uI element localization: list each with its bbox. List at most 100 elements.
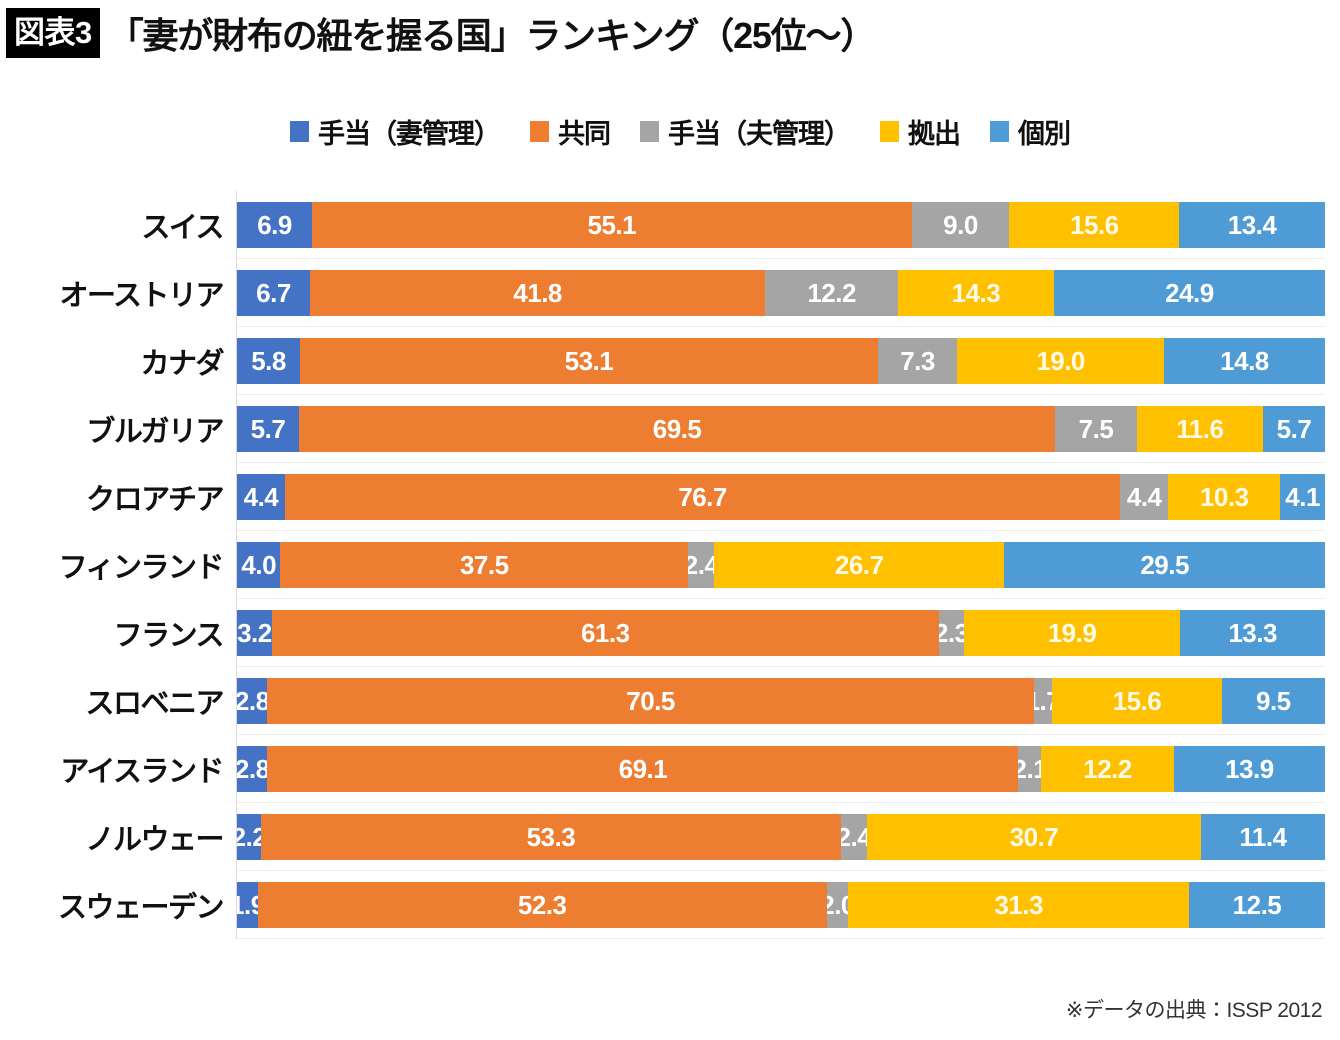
bar-segment[interactable]: 2.8 [237,746,268,792]
bar-segment[interactable]: 3.2 [237,610,272,656]
bar-segment[interactable]: 53.1 [300,338,878,384]
bar-segment[interactable]: 26.7 [714,542,1005,588]
bar-segment[interactable]: 2.1 [1018,746,1042,792]
bar-segment-value: 12.2 [807,277,856,308]
bar-segment[interactable]: 69.5 [299,406,1056,452]
legend-item-separate[interactable]: 個別 [990,112,1071,151]
bar-segment[interactable]: 15.6 [1009,202,1180,248]
bar-segment-value: 55.1 [587,209,637,240]
bar-segment-value: 69.5 [652,413,702,444]
bar-segment[interactable]: 1.7 [1033,678,1053,724]
legend-swatch-icon [990,121,1009,142]
bar-segment[interactable]: 11.4 [1200,814,1325,860]
bar-segment[interactable]: 12.2 [765,270,899,316]
bar-segment[interactable]: 13.3 [1180,610,1325,656]
category-label: クロアチア [86,484,224,516]
bar-segment[interactable]: 13.9 [1173,746,1325,792]
category-label: ブルガリア [86,416,224,448]
bar-segment-value: 11.4 [1239,821,1287,852]
bar-segment[interactable]: 30.7 [866,814,1201,860]
bar-segment[interactable]: 24.9 [1053,270,1325,316]
bar-segment[interactable]: 14.8 [1163,338,1325,384]
bar-segment[interactable]: 15.6 [1052,678,1222,724]
chart-row: オーストリア 6.7 41.8 12.2 14.3 24.9 [59,259,1325,327]
bar-segment[interactable]: 19.0 [957,338,1164,384]
bar-segment[interactable]: 5.8 [237,338,301,384]
bar-segment[interactable]: 2.4 [840,814,867,860]
bar-segment[interactable]: 4.1 [1280,474,1325,520]
chart-row: アイスランド 2.8 69.1 2.1 12.2 13.9 [60,735,1325,803]
bar-segment[interactable]: 70.5 [267,678,1034,724]
bar-segment[interactable]: 4.0 [237,542,281,588]
bar-segment[interactable]: 6.7 [237,270,310,316]
legend-item-joint[interactable]: 共同 [530,112,611,151]
bar-segment[interactable]: 19.9 [963,610,1181,656]
bar-segment[interactable]: 4.4 [1120,474,1169,520]
bar-segment[interactable]: 2.0 [826,882,849,928]
bar-segment-value: 4.4 [1126,481,1162,512]
bar-segment[interactable]: 2.2 [237,814,261,860]
bar-segment-value: 70.5 [626,685,675,716]
legend-item-label: 手当（妻管理） [318,119,501,149]
bar-segment[interactable]: 11.6 [1136,406,1263,452]
source-note: ※データの出典：ISSP 2012 [1065,999,1323,1022]
bar-segment-value: 2.4 [840,821,867,852]
bar-segment[interactable]: 13.4 [1179,202,1325,248]
bar-segment[interactable]: 7.5 [1055,406,1137,452]
bar-segment[interactable]: 10.3 [1168,474,1281,520]
category-label: スロベニア [85,688,224,720]
bar-segment-value: 12.5 [1232,889,1282,920]
bar-segment[interactable]: 9.0 [911,202,1010,248]
bar-segment[interactable]: 61.3 [271,610,939,656]
chart-row: フィンランド 4.0 37.5 2.4 26.7 29.5 [59,531,1325,599]
legend-item-allowance_husband[interactable]: 手当（夫管理） [640,112,851,151]
stacked-bar: 1.9 52.3 2.0 31.3 12.5 [237,882,1325,928]
bar-segment[interactable]: 69.1 [267,746,1019,792]
chart-row: スイス 6.9 55.1 9.0 15.6 13.4 [141,191,1325,259]
bar-segment-value: 61.3 [580,617,630,648]
legend-item-allowance_wife[interactable]: 手当（妻管理） [290,112,501,151]
bar-segment-value: 4.4 [243,481,279,512]
page-title: 図表3 「妻が財布の紐を握る国」ランキング（25位〜） [0,0,1340,58]
bar-segment[interactable]: 53.3 [260,814,841,860]
bar-segment-value: 15.6 [1112,685,1162,716]
bar-segment[interactable]: 9.5 [1221,678,1325,724]
bar-segment-value: 2.4 [688,549,715,580]
bar-segment[interactable]: 2.8 [237,678,268,724]
bar-segment[interactable]: 2.4 [688,542,715,588]
stacked-bar: 6.9 55.1 9.0 15.6 13.4 [237,202,1325,248]
bar-segment[interactable]: 12.5 [1188,882,1325,928]
bar-segment-value: 2.8 [237,685,268,716]
bar-segment-value: 1.9 [237,889,258,920]
bar-segment-value: 3.2 [237,617,272,648]
legend-item-label: 拠出 [908,119,961,149]
chart-area: スイス 6.9 55.1 9.0 15.6 13.4 オーストリア 6.7 41.8 12.2 14… [0,191,1340,939]
bar-segment[interactable]: 6.9 [237,202,313,248]
bar-segment-value: 2.8 [237,753,268,784]
bar-segment-value: 13.4 [1227,209,1277,240]
bar-segment[interactable]: 31.3 [848,882,1189,928]
bar-segment[interactable]: 14.3 [898,270,1054,316]
bar-segment[interactable]: 2.3 [938,610,964,656]
legend-item-contribution[interactable]: 拠出 [880,112,961,151]
legend-item-label: 共同 [558,119,611,149]
bar-segment[interactable]: 29.5 [1004,542,1325,588]
bar-segment-value: 13.3 [1228,617,1277,648]
bar-segment[interactable]: 1.9 [237,882,258,928]
bar-segment[interactable]: 5.7 [237,406,300,452]
legend-swatch-icon [640,121,659,142]
bar-segment[interactable]: 76.7 [284,474,1121,520]
bar-segment[interactable]: 55.1 [312,202,912,248]
legend-swatch-icon [880,121,899,142]
bar-segment[interactable]: 5.7 [1262,406,1325,452]
bar-segment-value: 7.3 [900,345,935,376]
bar-segment[interactable]: 37.5 [280,542,689,588]
chart-legend: 手当（妻管理） 共同 手当（夫管理） 拠出 個別 [0,112,1340,151]
bar-segment[interactable]: 12.2 [1041,746,1174,792]
category-label: オーストリア [59,280,224,312]
bar-segment[interactable]: 41.8 [309,270,766,316]
bar-segment[interactable]: 52.3 [257,882,827,928]
bar-segment[interactable]: 7.3 [877,338,958,384]
bar-segment[interactable]: 4.4 [237,474,285,520]
stacked-bar: 3.2 61.3 2.3 19.9 13.3 [237,610,1325,656]
